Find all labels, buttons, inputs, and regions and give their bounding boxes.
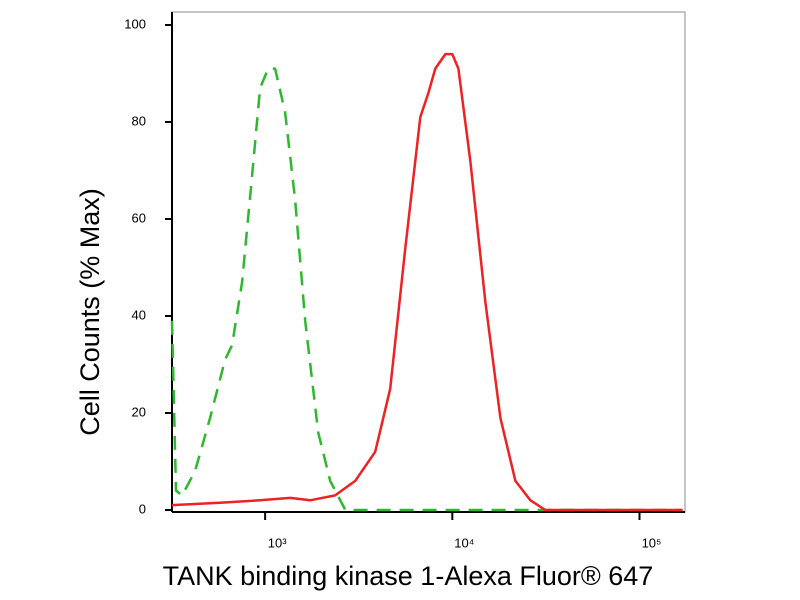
y-tick-label: 20 — [132, 404, 146, 419]
y-tick-label: 0 — [139, 501, 146, 516]
y-tick-label: 80 — [132, 113, 146, 128]
y-tick-label: 40 — [132, 307, 146, 322]
series-line — [170, 67, 683, 512]
y-tick-label: 100 — [124, 16, 146, 31]
y-axis-title: Cell Counts (% Max) — [75, 188, 105, 436]
series-line — [171, 52, 683, 512]
x-tick-label: 10⁴ — [454, 535, 474, 550]
plot-frame — [171, 11, 686, 513]
x-tick-label: 10⁵ — [642, 535, 662, 550]
x-axis-title: TANK binding kinase 1-Alexa Fluor® 647 — [163, 561, 654, 591]
y-tick-label: 60 — [132, 210, 146, 225]
x-tick-label: 10³ — [268, 535, 287, 550]
